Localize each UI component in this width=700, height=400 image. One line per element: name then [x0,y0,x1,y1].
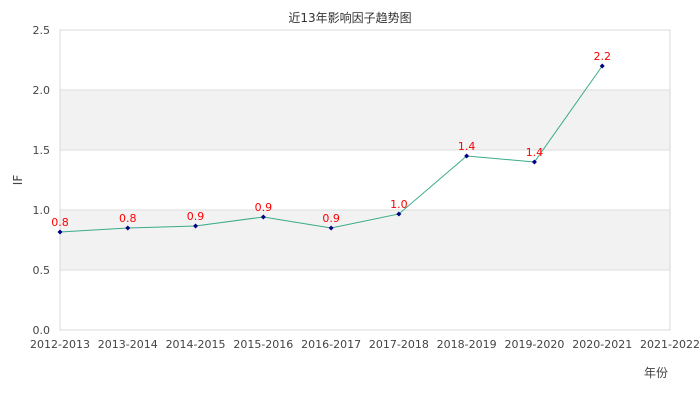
data-point-marker [125,225,131,231]
data-point-marker [531,159,537,165]
y-tick-label: 1.0 [33,204,51,217]
x-tick-label: 2018-2019 [437,338,497,351]
y-tick-label: 2.0 [33,84,51,97]
x-tick-label: 2012-2013 [30,338,90,351]
x-axis-ticks: 2012-2013 2013-2014 2014-2015 2015-2016 2016… [30,338,700,351]
plot-band [60,150,670,210]
y-tick-label: 0.5 [33,264,51,277]
plot-band [60,210,670,270]
data-point-label: 0.9 [322,212,340,225]
x-axis-label: 年份 [644,366,668,380]
chart-title: 近13年影响因子趋势图 [288,10,411,25]
x-tick-label: 2019-2020 [504,338,564,351]
x-tick-label: 2015-2016 [233,338,293,351]
plot-border [59,29,671,331]
data-point-marker [599,63,605,69]
x-tick-label: 2021-2022 [640,338,700,351]
x-tick-label: 2016-2017 [301,338,361,351]
plot-band [60,30,670,90]
data-point-label: 0.9 [187,210,205,223]
x-tick-label: 2013-2014 [98,338,158,351]
plot-band [60,270,670,330]
data-point-label: 1.4 [526,146,544,159]
data-point-marker [193,223,199,229]
x-tick-label: 2017-2018 [369,338,429,351]
data-point-marker [396,211,402,217]
y-tick-label: 1.5 [33,144,51,157]
y-axis-ticks: 0.0 0.5 1.0 1.5 2.0 2.5 [33,24,51,337]
y-tick-label: 2.5 [33,24,51,37]
data-point-marker [328,225,334,231]
data-point-label: 0.9 [255,201,273,214]
y-tick-label: 0.0 [33,324,51,337]
data-point-label: 1.0 [390,198,408,211]
data-point-label: 2.2 [593,50,611,63]
y-axis-label: IF [11,175,25,186]
data-point-label: 0.8 [119,212,137,225]
data-point-label: 0.8 [51,216,69,229]
plot-band [60,90,670,150]
plot-bands [60,30,670,330]
data-point-marker [260,214,266,220]
data-point-marker [57,229,63,235]
data-point-label: 1.4 [458,140,476,153]
data-point-marker [464,153,470,159]
series-if: 0.8 0.8 0.9 0.9 0.9 1.0 1.4 1.4 2.2 [51,50,611,235]
x-tick-label: 2020-2021 [572,338,632,351]
x-tick-label: 2014-2015 [166,338,226,351]
